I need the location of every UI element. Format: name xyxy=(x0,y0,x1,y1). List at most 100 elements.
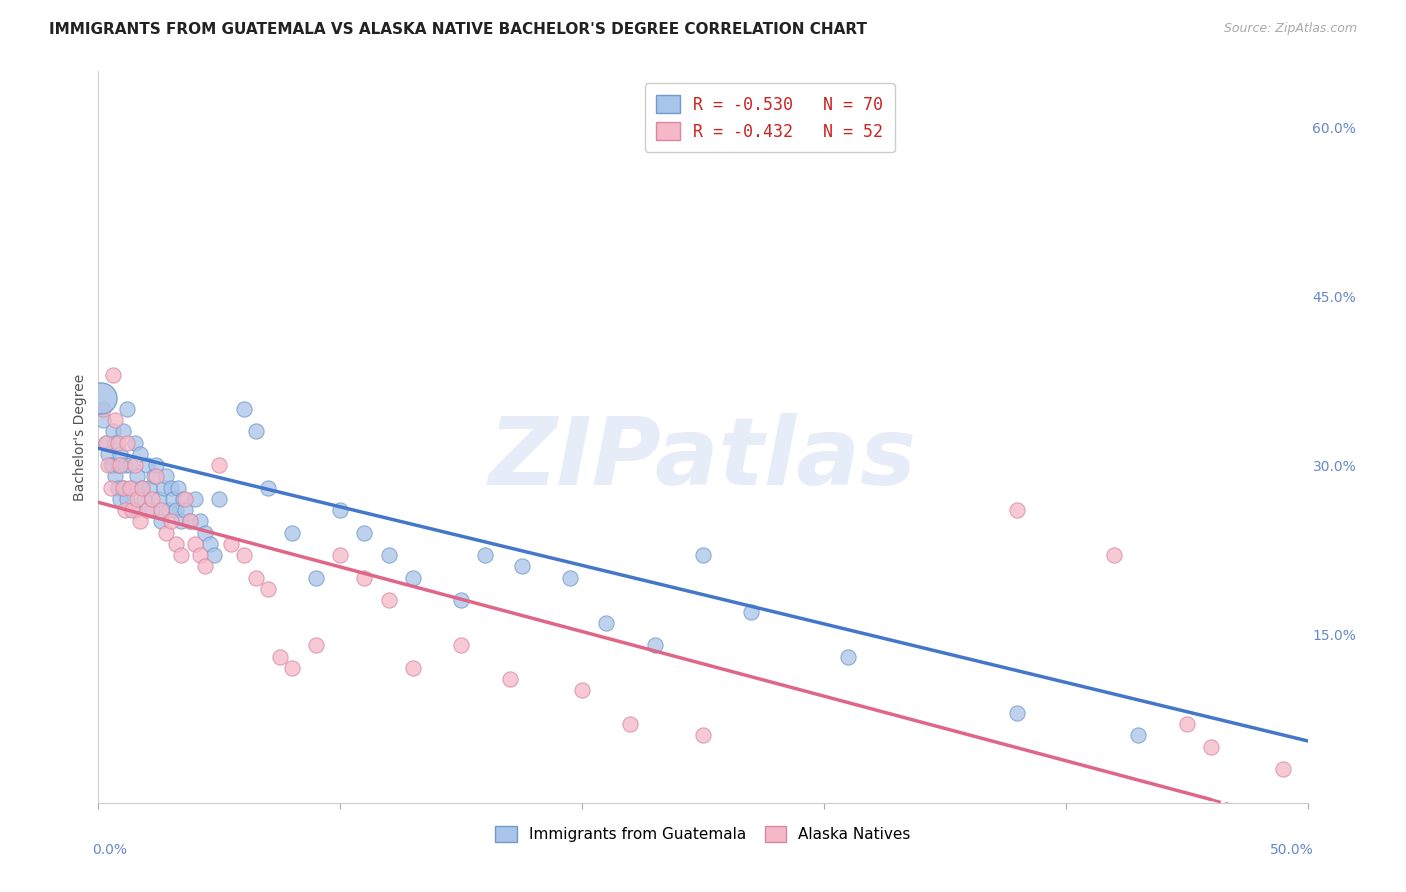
Point xyxy=(281,661,304,675)
Point xyxy=(837,649,859,664)
Point xyxy=(114,458,136,473)
Point xyxy=(571,683,593,698)
Point xyxy=(558,571,581,585)
Point xyxy=(108,491,131,506)
Point xyxy=(221,537,243,551)
Point xyxy=(194,559,217,574)
Point xyxy=(134,491,156,506)
Point xyxy=(184,537,207,551)
Text: 50.0%: 50.0% xyxy=(1270,843,1313,857)
Point xyxy=(111,425,134,439)
Point xyxy=(179,515,201,529)
Point xyxy=(162,491,184,506)
Point xyxy=(474,548,496,562)
Point xyxy=(141,503,163,517)
Point xyxy=(305,571,328,585)
Point xyxy=(128,515,150,529)
Point xyxy=(740,605,762,619)
Point xyxy=(124,503,146,517)
Point xyxy=(450,593,472,607)
Point xyxy=(377,593,399,607)
Point xyxy=(644,638,666,652)
Point xyxy=(101,368,124,383)
Point xyxy=(256,481,278,495)
Point xyxy=(111,481,134,495)
Point xyxy=(353,525,375,540)
Point xyxy=(160,481,183,495)
Point xyxy=(111,481,134,495)
Point xyxy=(150,515,173,529)
Point xyxy=(104,469,127,483)
Point xyxy=(107,481,129,495)
Point xyxy=(329,503,352,517)
Point xyxy=(100,458,122,473)
Point xyxy=(131,481,153,495)
Point xyxy=(108,447,131,461)
Point xyxy=(107,458,129,473)
Point xyxy=(188,515,211,529)
Point xyxy=(353,571,375,585)
Point xyxy=(692,548,714,562)
Point xyxy=(1199,739,1222,754)
Point xyxy=(165,503,187,517)
Point xyxy=(127,491,149,506)
Point xyxy=(90,391,112,405)
Point xyxy=(155,525,177,540)
Text: Source: ZipAtlas.com: Source: ZipAtlas.com xyxy=(1223,22,1357,36)
Y-axis label: Bachelor's Degree: Bachelor's Degree xyxy=(73,374,87,500)
Point xyxy=(169,515,191,529)
Point xyxy=(169,548,191,562)
Point xyxy=(117,435,139,450)
Point xyxy=(108,458,131,473)
Point xyxy=(1128,728,1150,742)
Point xyxy=(450,638,472,652)
Point xyxy=(232,548,254,562)
Point xyxy=(281,525,304,540)
Point xyxy=(128,447,150,461)
Point xyxy=(160,515,183,529)
Point xyxy=(402,661,425,675)
Point xyxy=(329,548,352,562)
Point xyxy=(184,491,207,506)
Point xyxy=(114,503,136,517)
Point xyxy=(127,469,149,483)
Point xyxy=(117,491,139,506)
Point xyxy=(135,458,157,473)
Point xyxy=(174,503,197,517)
Point xyxy=(104,435,127,450)
Point xyxy=(91,401,114,416)
Point xyxy=(145,458,167,473)
Point xyxy=(104,413,127,427)
Point xyxy=(141,491,163,506)
Point xyxy=(97,458,120,473)
Point xyxy=(510,559,533,574)
Point xyxy=(101,458,124,473)
Point xyxy=(167,481,190,495)
Point xyxy=(619,717,641,731)
Point xyxy=(121,481,143,495)
Point xyxy=(204,548,226,562)
Point xyxy=(1272,762,1295,776)
Point xyxy=(124,435,146,450)
Point xyxy=(152,481,174,495)
Point xyxy=(124,458,146,473)
Point xyxy=(138,481,160,495)
Point xyxy=(145,469,167,483)
Legend: Immigrants from Guatemala, Alaska Natives: Immigrants from Guatemala, Alaska Native… xyxy=(488,818,918,850)
Point xyxy=(1007,706,1029,720)
Point xyxy=(135,503,157,517)
Point xyxy=(245,571,267,585)
Point xyxy=(143,469,166,483)
Point xyxy=(118,458,141,473)
Point xyxy=(97,447,120,461)
Point xyxy=(1007,503,1029,517)
Point xyxy=(245,425,267,439)
Point xyxy=(150,503,173,517)
Point xyxy=(131,481,153,495)
Point xyxy=(117,401,139,416)
Point xyxy=(118,481,141,495)
Point xyxy=(107,435,129,450)
Point xyxy=(121,503,143,517)
Point xyxy=(1102,548,1125,562)
Text: ZIPatlas: ZIPatlas xyxy=(489,413,917,505)
